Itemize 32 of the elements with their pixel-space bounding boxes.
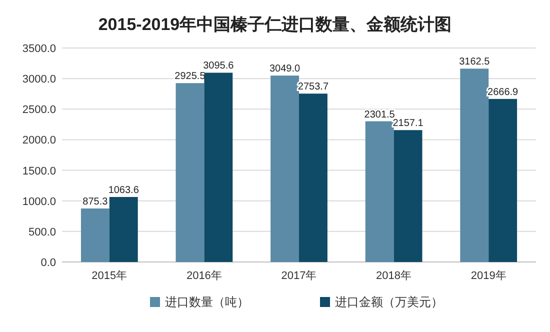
bar	[109, 196, 138, 262]
y-tick-label: 3500.0	[22, 43, 56, 55]
data-label: 1063.6	[108, 184, 140, 196]
x-tick-label: 2016年	[186, 270, 222, 282]
y-tick-label: 1000.0	[22, 196, 56, 208]
y-tick-label: 500.0	[28, 226, 56, 238]
data-label: 875.3	[82, 196, 108, 208]
data-label: 2301.5	[364, 109, 396, 120]
legend-label: 进口数量（吨）	[165, 295, 249, 309]
data-label: 3049.0	[269, 64, 301, 75]
x-tick-label: 2019年	[470, 270, 506, 282]
y-tick-label: 0.0	[40, 257, 56, 269]
y-tick-label: 2000.0	[22, 134, 56, 147]
bar	[365, 121, 394, 262]
x-tick-label: 2017年	[281, 270, 317, 282]
y-tick-label: 3000.0	[22, 74, 56, 86]
y-tick-label: 1500.0	[22, 165, 56, 178]
data-label: 3162.5	[459, 56, 490, 68]
data-label: 3095.6	[203, 60, 234, 72]
bar	[299, 94, 328, 262]
chart-title: 2015-2019年中国榛子仁进口数量、金额统计图	[98, 15, 452, 34]
x-tick-label: 2018年	[376, 270, 412, 282]
bar	[460, 68, 489, 262]
bar	[270, 76, 299, 262]
bar	[80, 208, 110, 262]
bar	[488, 98, 518, 262]
y-tick-label: 2500.0	[22, 104, 56, 116]
bar	[176, 83, 204, 262]
bar	[204, 72, 233, 262]
bar	[394, 130, 422, 262]
x-tick-label: 2015年	[92, 270, 128, 282]
legend-label: 进口金额（万美元）	[335, 295, 443, 309]
